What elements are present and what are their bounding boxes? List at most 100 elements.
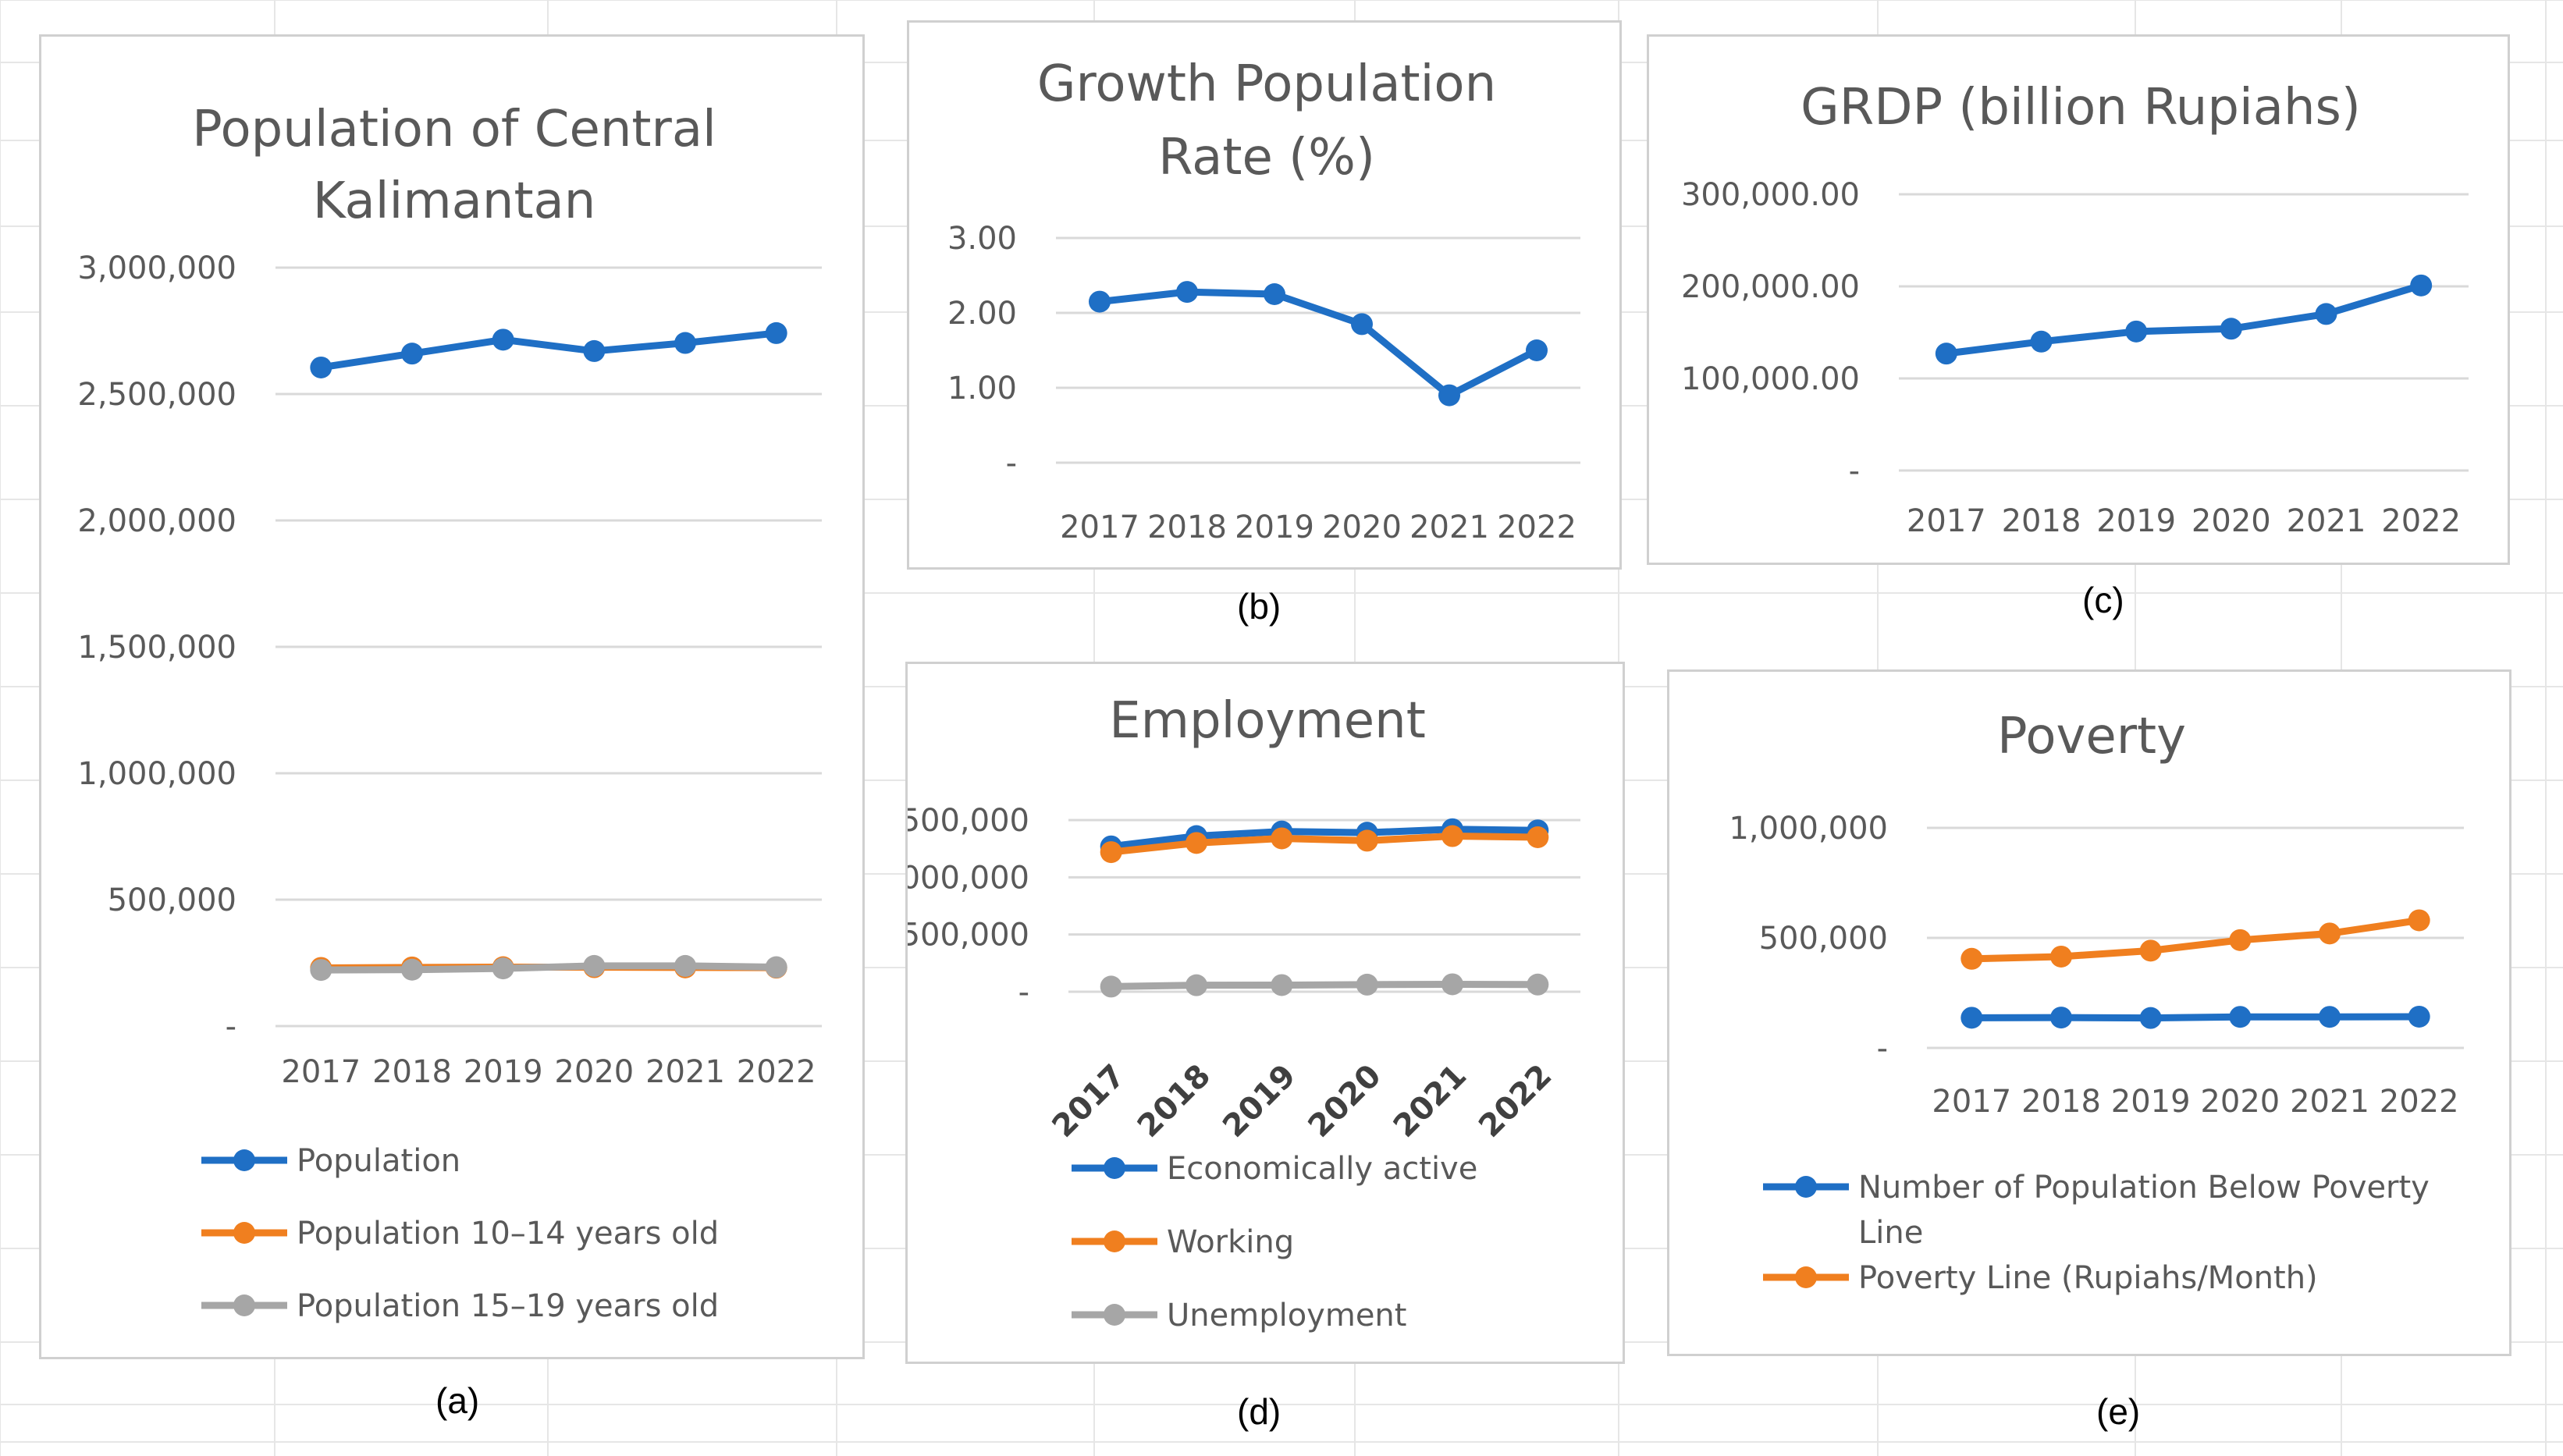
x-tick-label: 2022 [737, 1054, 816, 1090]
growth-rate-line-chart: Growth Population Rate (%) - 1.00 2.00 3.00 20… [947, 55, 1580, 545]
y-tick-label: 300,000.00 [1681, 177, 1860, 213]
x-tick-label: 2017 [1045, 1058, 1132, 1145]
data-point [2050, 945, 2072, 968]
legend-label: Number of Population Below Poverty Line [1858, 1170, 2440, 1251]
x-tick-label: 2018 [2021, 1084, 2101, 1120]
series-line-2 [1968, 916, 2423, 963]
x-tick-label: 2020 [1322, 510, 1402, 545]
data-point [492, 328, 514, 351]
y-tick-label: 1,000,000 [77, 756, 236, 792]
chart-panel-employment[interactable]: Employment - 500,000 1,000,000 1,500,000 2017… [905, 662, 1625, 1364]
legend-marker [1104, 1304, 1125, 1326]
legend-label: Economically active [1167, 1151, 1477, 1187]
y-tick-label: - [1006, 446, 1017, 481]
data-point [1100, 841, 1122, 864]
data-point [1186, 832, 1207, 854]
y-tick-label: 2,500,000 [77, 377, 236, 413]
data-point [1356, 973, 1378, 996]
chart-title: Poverty [1997, 708, 2186, 765]
data-point [2220, 318, 2242, 340]
employment-line-chart: Employment - 500,000 1,000,000 1,500,000 2017… [908, 692, 1580, 1333]
legend-label: Population [297, 1143, 460, 1179]
data-point [2315, 303, 2337, 325]
x-tick-label: 2018 [2002, 503, 2081, 539]
population-line-chart: Population of Central Kalimantan - 500,000 1… [77, 101, 822, 1324]
legend-label: Working [1167, 1224, 1294, 1260]
legend-marker [233, 1149, 255, 1171]
series-line-2 [1107, 833, 1541, 856]
data-point [583, 339, 606, 362]
data-point [1271, 974, 1293, 996]
data-point [2319, 922, 2341, 945]
legend-marker [1104, 1157, 1125, 1179]
chart-title: GRDP (billion Rupiahs) [1800, 79, 2361, 137]
chart-title: Population of Central Kalimantan [192, 101, 716, 230]
y-tick-label: 500,000 [1759, 921, 1888, 957]
data-point [1527, 973, 1549, 996]
data-point [492, 957, 514, 980]
chart-title-line: Population of Central [192, 101, 716, 158]
data-point [674, 332, 696, 354]
series-line-1 [1107, 826, 1541, 851]
y-tick-label: 1,000,000 [908, 860, 1029, 896]
y-tick-label: 200,000.00 [1681, 269, 1860, 305]
data-point [1527, 826, 1549, 848]
x-tick-label: 2019 [464, 1054, 543, 1090]
caption-c: (c) [2082, 580, 2124, 620]
series-line-3 [317, 962, 780, 974]
chart-title: Employment [1109, 692, 1426, 750]
data-point [2408, 909, 2430, 932]
data-point [1264, 283, 1285, 305]
legend-label-line: Line [1858, 1215, 1923, 1251]
x-tick-label: 2017 [1932, 1084, 2011, 1120]
data-point [2125, 320, 2148, 343]
data-point [1441, 973, 1463, 996]
data-point [2030, 330, 2053, 353]
y-tick-label: 2,000,000 [77, 503, 236, 539]
y-tick-label: - [1018, 975, 1029, 1010]
poverty-line-chart: Poverty - 500,000 1,000,000 2017 2018 2019 2020… [1729, 708, 2464, 1296]
data-point [1935, 343, 1957, 365]
chart-title-line: Poverty [1997, 708, 2186, 765]
x-tick-label: 2018 [1131, 1058, 1218, 1145]
caption-d: (d) [1237, 1391, 1282, 1432]
y-tick-label: 500,000 [908, 918, 1029, 954]
x-tick-label: 2019 [1235, 510, 1314, 545]
data-point [765, 956, 787, 978]
data-point [310, 356, 332, 378]
x-tick-label: 2021 [1387, 1058, 1473, 1145]
y-tick-label: - [226, 1009, 236, 1045]
chart-panel-population[interactable]: Population of Central Kalimantan - 500,000 1… [39, 34, 865, 1359]
chart-title-line: Rate (%) [1158, 129, 1375, 186]
data-point [2319, 1006, 2341, 1028]
y-tick-label: 500,000 [108, 882, 236, 918]
legend-marker [1795, 1176, 1817, 1198]
data-point [1438, 384, 1460, 407]
chart-title-line: GRDP (billion Rupiahs) [1800, 79, 2361, 137]
data-point [2408, 1005, 2430, 1028]
legend-marker [233, 1222, 255, 1244]
x-tick-label: 2019 [1216, 1058, 1303, 1145]
x-tick-label: 2022 [2380, 1084, 2459, 1120]
data-point [401, 958, 423, 981]
x-tick-label: 2020 [2200, 1084, 2280, 1120]
x-tick-label: 2017 [1907, 503, 1986, 539]
x-tick-label: 2021 [2290, 1084, 2369, 1120]
x-tick-label: 2019 [2111, 1084, 2191, 1120]
chart-panel-grdp[interactable]: GRDP (billion Rupiahs) - 100,000.00 200,000… [1647, 34, 2510, 565]
data-point [1960, 1007, 1983, 1029]
legend-label: Unemployment [1167, 1298, 1406, 1333]
x-tick-label: 2018 [1147, 510, 1227, 545]
chart-panel-growth-rate[interactable]: Growth Population Rate (%) - 1.00 2.00 3.00 20… [907, 20, 1622, 570]
y-tick-label: - [1877, 1031, 1888, 1067]
chart-panel-poverty[interactable]: Poverty - 500,000 1,000,000 2017 2018 2019 2020… [1667, 669, 2511, 1356]
y-tick-label: 3.00 [947, 221, 1017, 257]
data-point [1960, 947, 1983, 970]
data-point [674, 954, 696, 977]
x-tick-label: 2021 [1409, 510, 1489, 545]
chart-title-line: Employment [1109, 692, 1426, 750]
x-tick-label: 2017 [1060, 510, 1139, 545]
x-tick-label: 2020 [2192, 503, 2271, 539]
x-tick-label: 2022 [1472, 1058, 1559, 1145]
y-tick-label: 100,000.00 [1681, 361, 1860, 397]
